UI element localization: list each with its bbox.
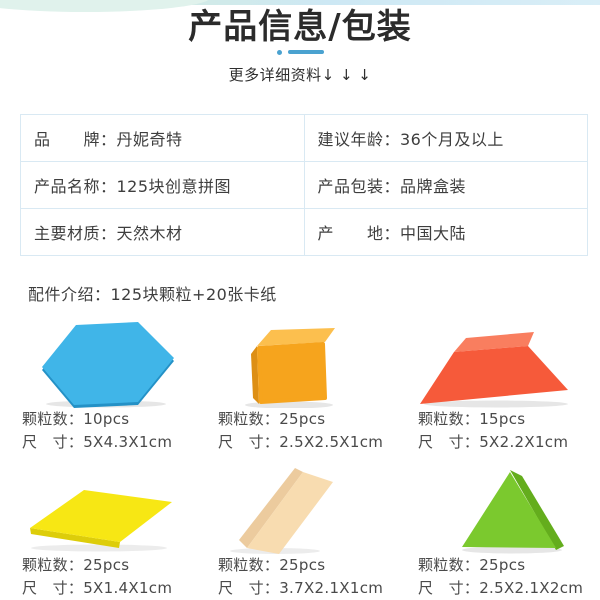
page-header: 产品信息/包装 更多详细资料↓ ↓ ↓ xyxy=(0,0,600,85)
block-front-face xyxy=(257,342,327,404)
parallelogram-edge-face xyxy=(30,528,120,548)
info-cell-origin: 产 地：中国大陆 xyxy=(303,208,588,256)
product-cell-triangle: 颗粒数：25pcs 尺 寸：2.5X2.1X2cm xyxy=(400,462,600,600)
pieces-count: 颗粒数：25pcs xyxy=(418,556,526,574)
product-cell-square-block: 颗粒数：25pcs 尺 寸：2.5X2.5X1cm xyxy=(200,320,400,454)
piece-size: 尺 寸：5X2.2X1cm xyxy=(418,433,569,451)
piece-size: 尺 寸：2.5X2.5X1cm xyxy=(218,433,384,451)
triangle-side-face xyxy=(510,470,564,550)
shape-photo-area xyxy=(0,462,200,554)
trapezoid-top-face xyxy=(454,332,534,352)
piece-size: 尺 寸：3.7X2.1X1cm xyxy=(218,579,384,597)
shape-photo-area xyxy=(0,320,200,408)
info-cell-age: 建议年龄：36个月及以上 xyxy=(303,114,588,162)
info-cell-product-name: 产品名称：125块创意拼图 xyxy=(20,161,305,209)
pieces-count: 颗粒数：15pcs xyxy=(418,410,526,428)
underline-bar xyxy=(287,50,324,54)
pieces-count: 颗粒数：25pcs xyxy=(22,556,130,574)
table-row: 主要材质：天然木材 产 地：中国大陆 xyxy=(20,208,588,256)
shape-photo-area xyxy=(400,462,600,554)
product-cell-trapezoid: 颗粒数：15pcs 尺 寸：5X2.2X1cm xyxy=(400,320,600,454)
pieces-count: 颗粒数：25pcs xyxy=(218,556,326,574)
rhombus-top-face xyxy=(247,472,333,554)
piece-size: 尺 寸：2.5X2.1X2cm xyxy=(418,579,584,597)
page-subtitle: 更多详细资料↓ ↓ ↓ xyxy=(228,66,372,84)
block-left-face xyxy=(251,346,259,404)
trapezoid-block-image xyxy=(420,332,568,408)
table-row: 产品名称：125块创意拼图 产品包装：品牌盒装 xyxy=(20,161,588,209)
trapezoid-front-face xyxy=(420,346,568,404)
shape-shadow xyxy=(31,544,167,552)
product-info-table: 品 牌：丹妮奇特 建议年龄：36个月及以上 产品名称：125块创意拼图 产品包装… xyxy=(20,114,588,256)
top-decor-strip xyxy=(0,0,600,5)
product-cell-rhombus: 颗粒数：25pcs 尺 寸：3.7X2.1X1cm xyxy=(200,462,400,600)
info-cell-packaging: 产品包装：品牌盒装 xyxy=(303,161,588,209)
piece-size: 尺 寸：5X1.4X1cm xyxy=(22,579,173,597)
shape-shadow xyxy=(424,400,568,408)
product-grid-row-2: 颗粒数：25pcs 尺 寸：5X1.4X1cm 颗粒数：25pcs 尺 寸：3.… xyxy=(0,462,600,600)
rhombus-side-face xyxy=(239,468,303,548)
parallelogram-top-face xyxy=(30,490,172,542)
title-underline xyxy=(0,49,600,55)
triangle-block-image xyxy=(462,470,564,554)
pieces-count: 颗粒数：10pcs xyxy=(22,410,130,428)
shape-shadow xyxy=(462,546,562,554)
product-cell-parallelogram: 颗粒数：25pcs 尺 寸：5X1.4X1cm xyxy=(0,462,200,600)
piece-size: 尺 寸：5X4.3X1cm xyxy=(22,433,173,451)
shape-photo-area xyxy=(200,462,400,554)
shape-photo-area xyxy=(200,320,400,408)
accessories-line: 配件介绍：125块颗粒+20张卡纸 xyxy=(28,285,277,304)
shape-photo-area xyxy=(400,320,600,408)
table-row: 品 牌：丹妮奇特 建议年龄：36个月及以上 xyxy=(20,114,588,162)
info-cell-material: 主要材质：天然木材 xyxy=(20,208,305,256)
hexagon-top-face xyxy=(42,322,174,405)
underline-dot xyxy=(276,49,282,55)
square-block-image xyxy=(245,328,335,408)
product-cell-hexagon: 颗粒数：10pcs 尺 寸：5X4.3X1cm xyxy=(0,320,200,454)
info-cell-brand: 品 牌：丹妮奇特 xyxy=(20,114,305,162)
page-title: 产品信息/包装 xyxy=(188,7,412,47)
product-grid: 颗粒数：10pcs 尺 寸：5X4.3X1cm 颗粒数：25pcs 尺 寸：2.… xyxy=(0,320,600,600)
rhombus-block-image xyxy=(230,468,333,554)
top-decor-wave xyxy=(0,0,210,12)
hexagon-block-image xyxy=(42,322,174,408)
parallelogram-block-image xyxy=(30,490,172,552)
triangle-front-face xyxy=(462,472,556,548)
product-grid-row-1: 颗粒数：10pcs 尺 寸：5X4.3X1cm 颗粒数：25pcs 尺 寸：2.… xyxy=(0,320,600,454)
pieces-count: 颗粒数：25pcs xyxy=(218,410,326,428)
block-top-face xyxy=(257,328,335,346)
